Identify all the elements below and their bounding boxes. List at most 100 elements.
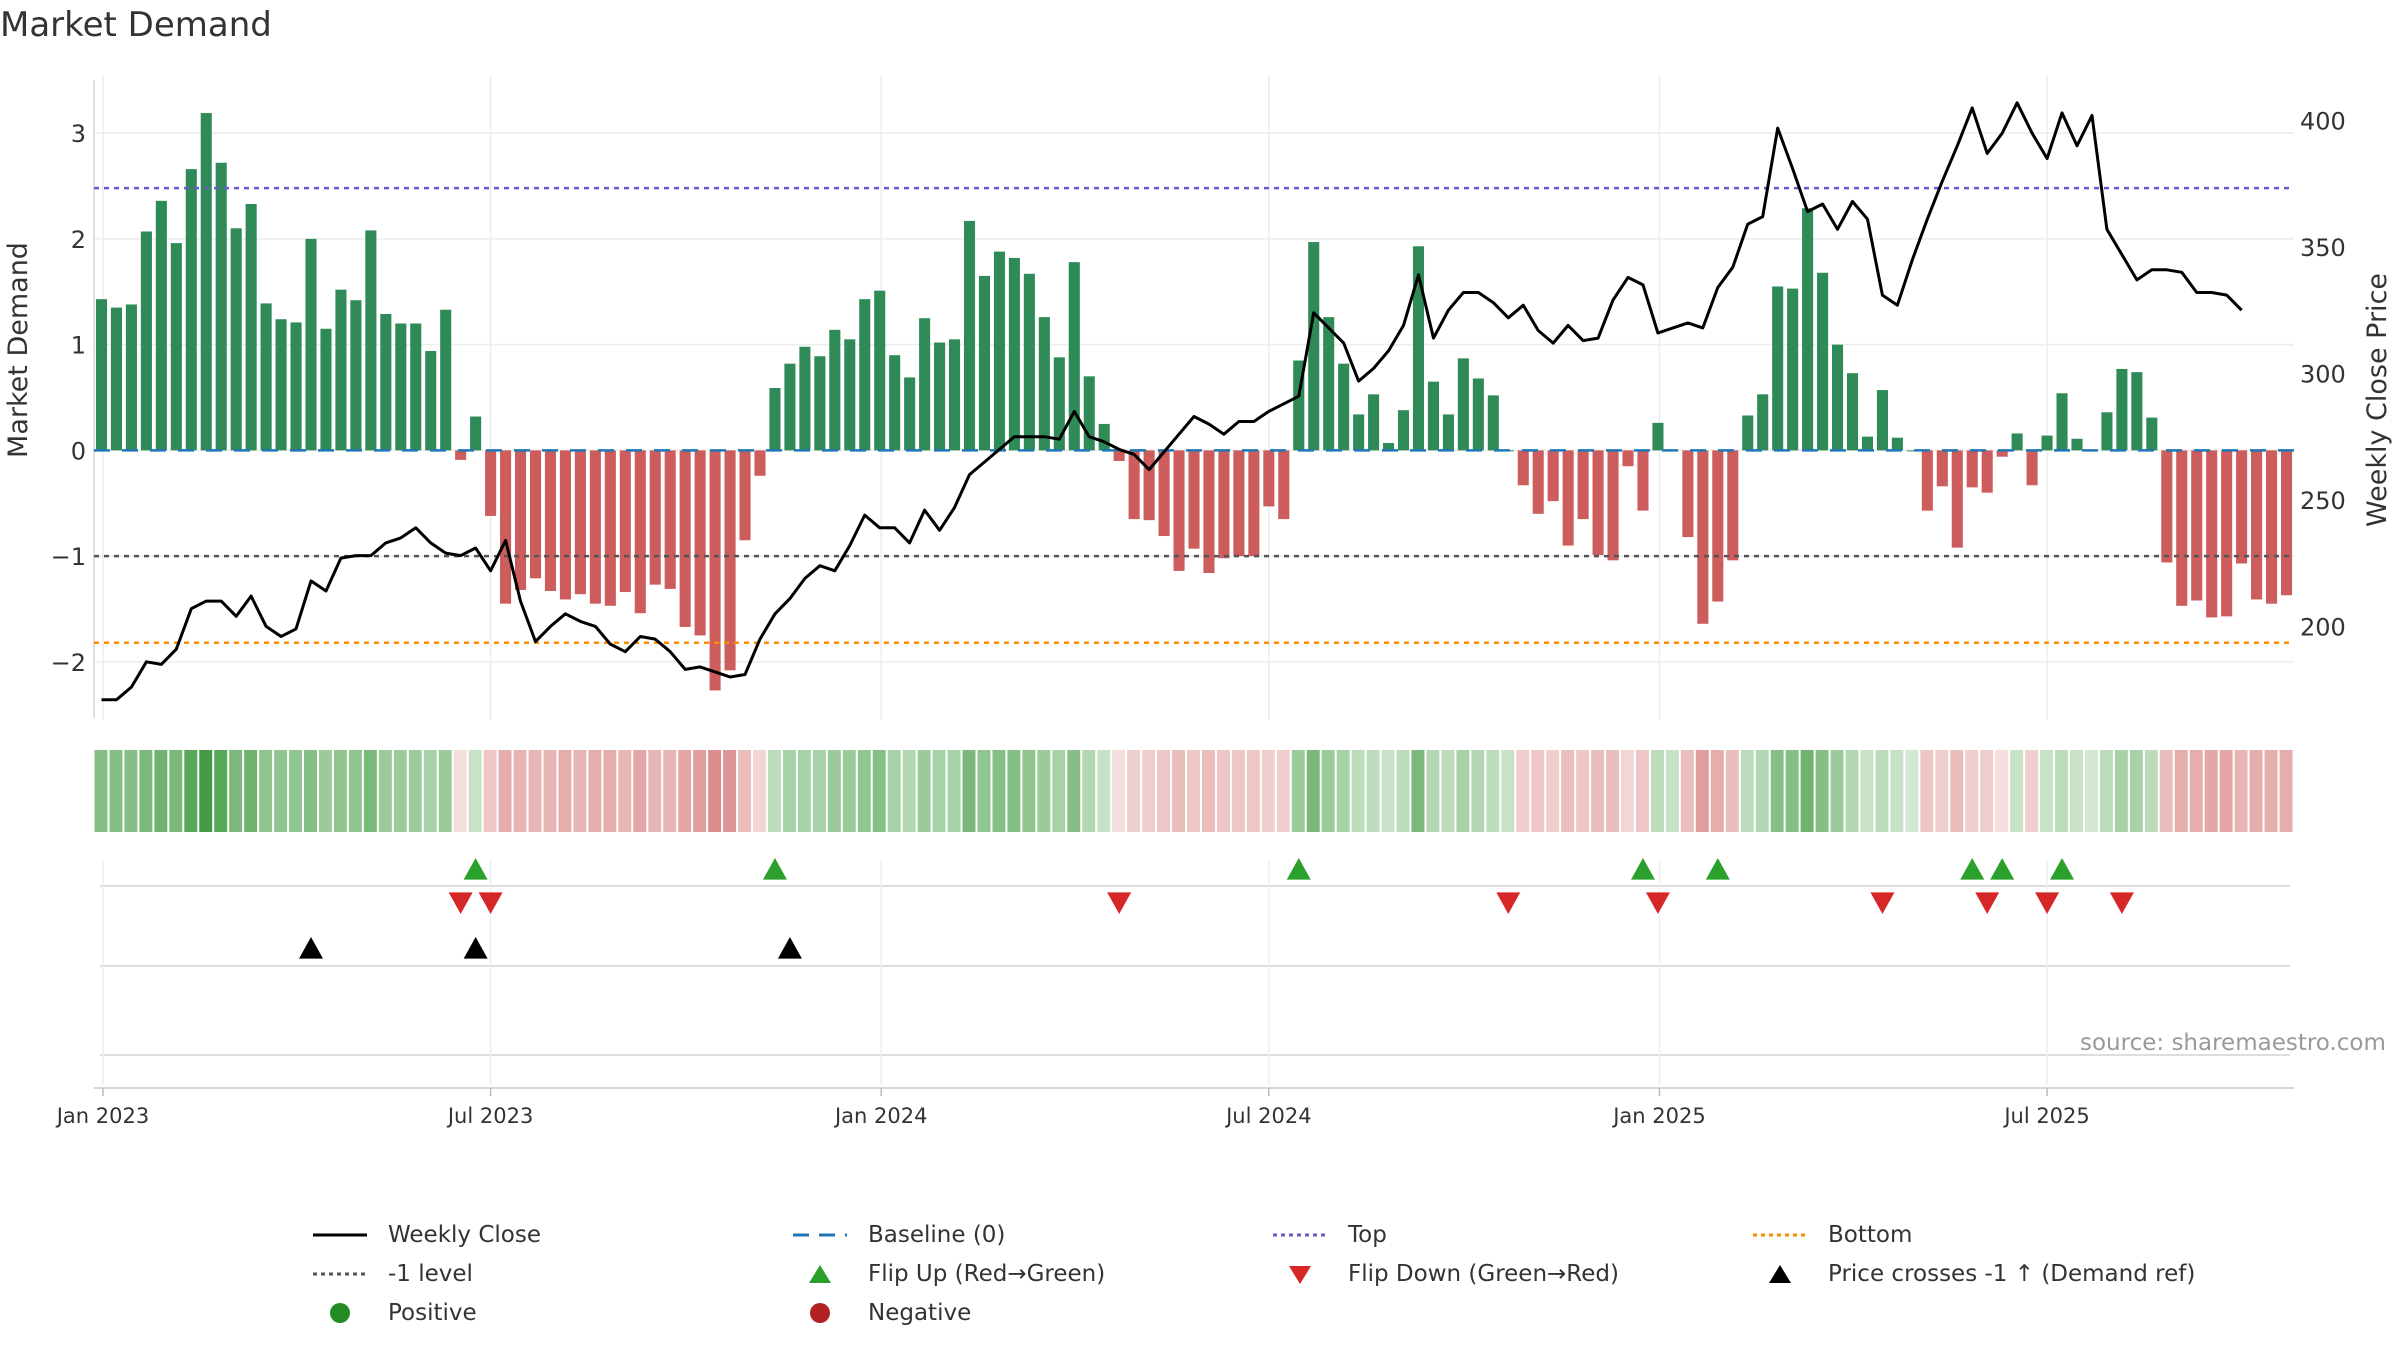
heat-cell xyxy=(827,750,841,832)
demand-bar xyxy=(1727,450,1739,561)
demand-bar xyxy=(110,307,122,451)
demand-bar xyxy=(1457,358,1469,451)
heat-cell xyxy=(1980,750,1994,832)
heat-cell xyxy=(663,750,677,832)
demand-bar xyxy=(978,275,991,451)
demand-bar xyxy=(664,450,676,589)
heat-cell xyxy=(1695,750,1709,832)
demand-bar xyxy=(1353,414,1365,451)
heat-cell xyxy=(1680,750,1694,832)
demand-bar xyxy=(125,304,137,451)
x-tick-label: Jan 2023 xyxy=(55,1104,150,1128)
heat-cell xyxy=(2204,750,2218,832)
demand-bar xyxy=(1637,450,1649,511)
demand-bar xyxy=(1472,378,1484,451)
demand-bar xyxy=(2056,393,2068,451)
dashed-line-swatch-icon xyxy=(793,1233,847,1237)
heat-cell xyxy=(423,750,437,832)
demand-bar xyxy=(1008,257,1020,451)
legend-flip-down: Flip Down (Green→Red) xyxy=(1270,1259,1619,1289)
demand-bar xyxy=(2101,412,2113,451)
heat-cell xyxy=(1216,750,1230,832)
demand-bar xyxy=(275,319,287,451)
line-swatch-icon xyxy=(313,1233,367,1237)
heat-cell xyxy=(2264,750,2278,832)
demand-bar xyxy=(500,450,512,604)
demand-bar xyxy=(410,323,422,451)
heat-cell xyxy=(2010,750,2024,832)
demand-bar xyxy=(1203,450,1215,574)
heat-cell xyxy=(2055,750,2069,832)
demand-bar xyxy=(529,450,542,579)
demand-bar xyxy=(2071,438,2083,451)
heat-cell xyxy=(1366,750,1380,832)
heat-cell xyxy=(1411,750,1425,832)
legend-bottom: Bottom xyxy=(1750,1220,1912,1250)
demand-bar xyxy=(485,450,497,516)
legend-label: Top xyxy=(1348,1222,1387,1248)
demand-bar xyxy=(1263,450,1275,507)
legend-label: Positive xyxy=(388,1300,477,1326)
demand-bar xyxy=(1547,450,1559,502)
demand-bar xyxy=(739,450,751,541)
heat-cell xyxy=(1127,750,1141,832)
heat-cell xyxy=(1187,750,1200,832)
flip-up-marker xyxy=(1630,858,1655,880)
heat-cell xyxy=(453,750,467,832)
demand-bar xyxy=(1293,360,1305,451)
heat-cell xyxy=(1456,750,1470,832)
heat-cell xyxy=(378,750,392,832)
heat-cell xyxy=(1875,750,1889,832)
demand-bar xyxy=(1023,273,1035,451)
heat-cell xyxy=(2025,750,2039,832)
heat-cell xyxy=(932,750,946,832)
demand-bar xyxy=(1248,450,1260,557)
heat-cell xyxy=(169,750,183,832)
dotted-line-swatch-icon xyxy=(313,1272,367,1276)
heat-cell xyxy=(782,750,796,832)
legend-label: Weekly Close xyxy=(388,1222,541,1248)
x-tick-label: Jul 2023 xyxy=(446,1104,533,1128)
demand-bar xyxy=(2236,450,2248,564)
circle-icon xyxy=(330,1303,350,1323)
heat-cell xyxy=(1606,750,1620,832)
demand-bar xyxy=(1697,450,1709,624)
demand-bar xyxy=(904,377,916,451)
demand-bar xyxy=(649,450,661,585)
demand-bar xyxy=(1846,373,1859,451)
demand-bar xyxy=(1412,246,1425,451)
demand-bar xyxy=(559,450,571,600)
demand-bar xyxy=(694,450,706,636)
demand-bar xyxy=(1906,450,1918,452)
demand-bar xyxy=(170,243,182,451)
heat-cell xyxy=(1770,750,1784,832)
heat-cell xyxy=(1201,750,1215,832)
heat-cell xyxy=(2129,750,2143,832)
heat-cell xyxy=(812,750,826,832)
flip-up-marker xyxy=(1705,858,1730,880)
y2-tick-label: 400 xyxy=(2300,108,2346,136)
flip-down-marker xyxy=(1496,892,1521,914)
flip-down-marker xyxy=(1107,892,1132,914)
heat-cell xyxy=(483,750,497,832)
heat-cell xyxy=(2234,750,2248,832)
heat-cell xyxy=(1022,750,1036,832)
heat-cell xyxy=(618,750,632,832)
heat-cell xyxy=(1860,750,1874,832)
heat-cell xyxy=(498,750,512,832)
heat-cell xyxy=(1396,750,1410,832)
legend-label: Flip Down (Green→Red) xyxy=(1348,1261,1619,1287)
demand-bar xyxy=(2026,450,2038,486)
flip-down-marker xyxy=(1645,892,1670,914)
demand-bar xyxy=(799,346,811,451)
heat-cell xyxy=(723,750,737,832)
demand-bar xyxy=(1442,414,1454,451)
demand-bar xyxy=(1951,450,1963,548)
demand-bar xyxy=(200,113,212,451)
heat-cell xyxy=(1591,750,1605,832)
heat-cell xyxy=(1950,750,1964,832)
demand-bar xyxy=(320,328,332,451)
flip-up-marker xyxy=(1990,858,2015,880)
legend-flip-up: Flip Up (Red→Green) xyxy=(790,1259,1105,1289)
demand-bar xyxy=(155,200,167,451)
